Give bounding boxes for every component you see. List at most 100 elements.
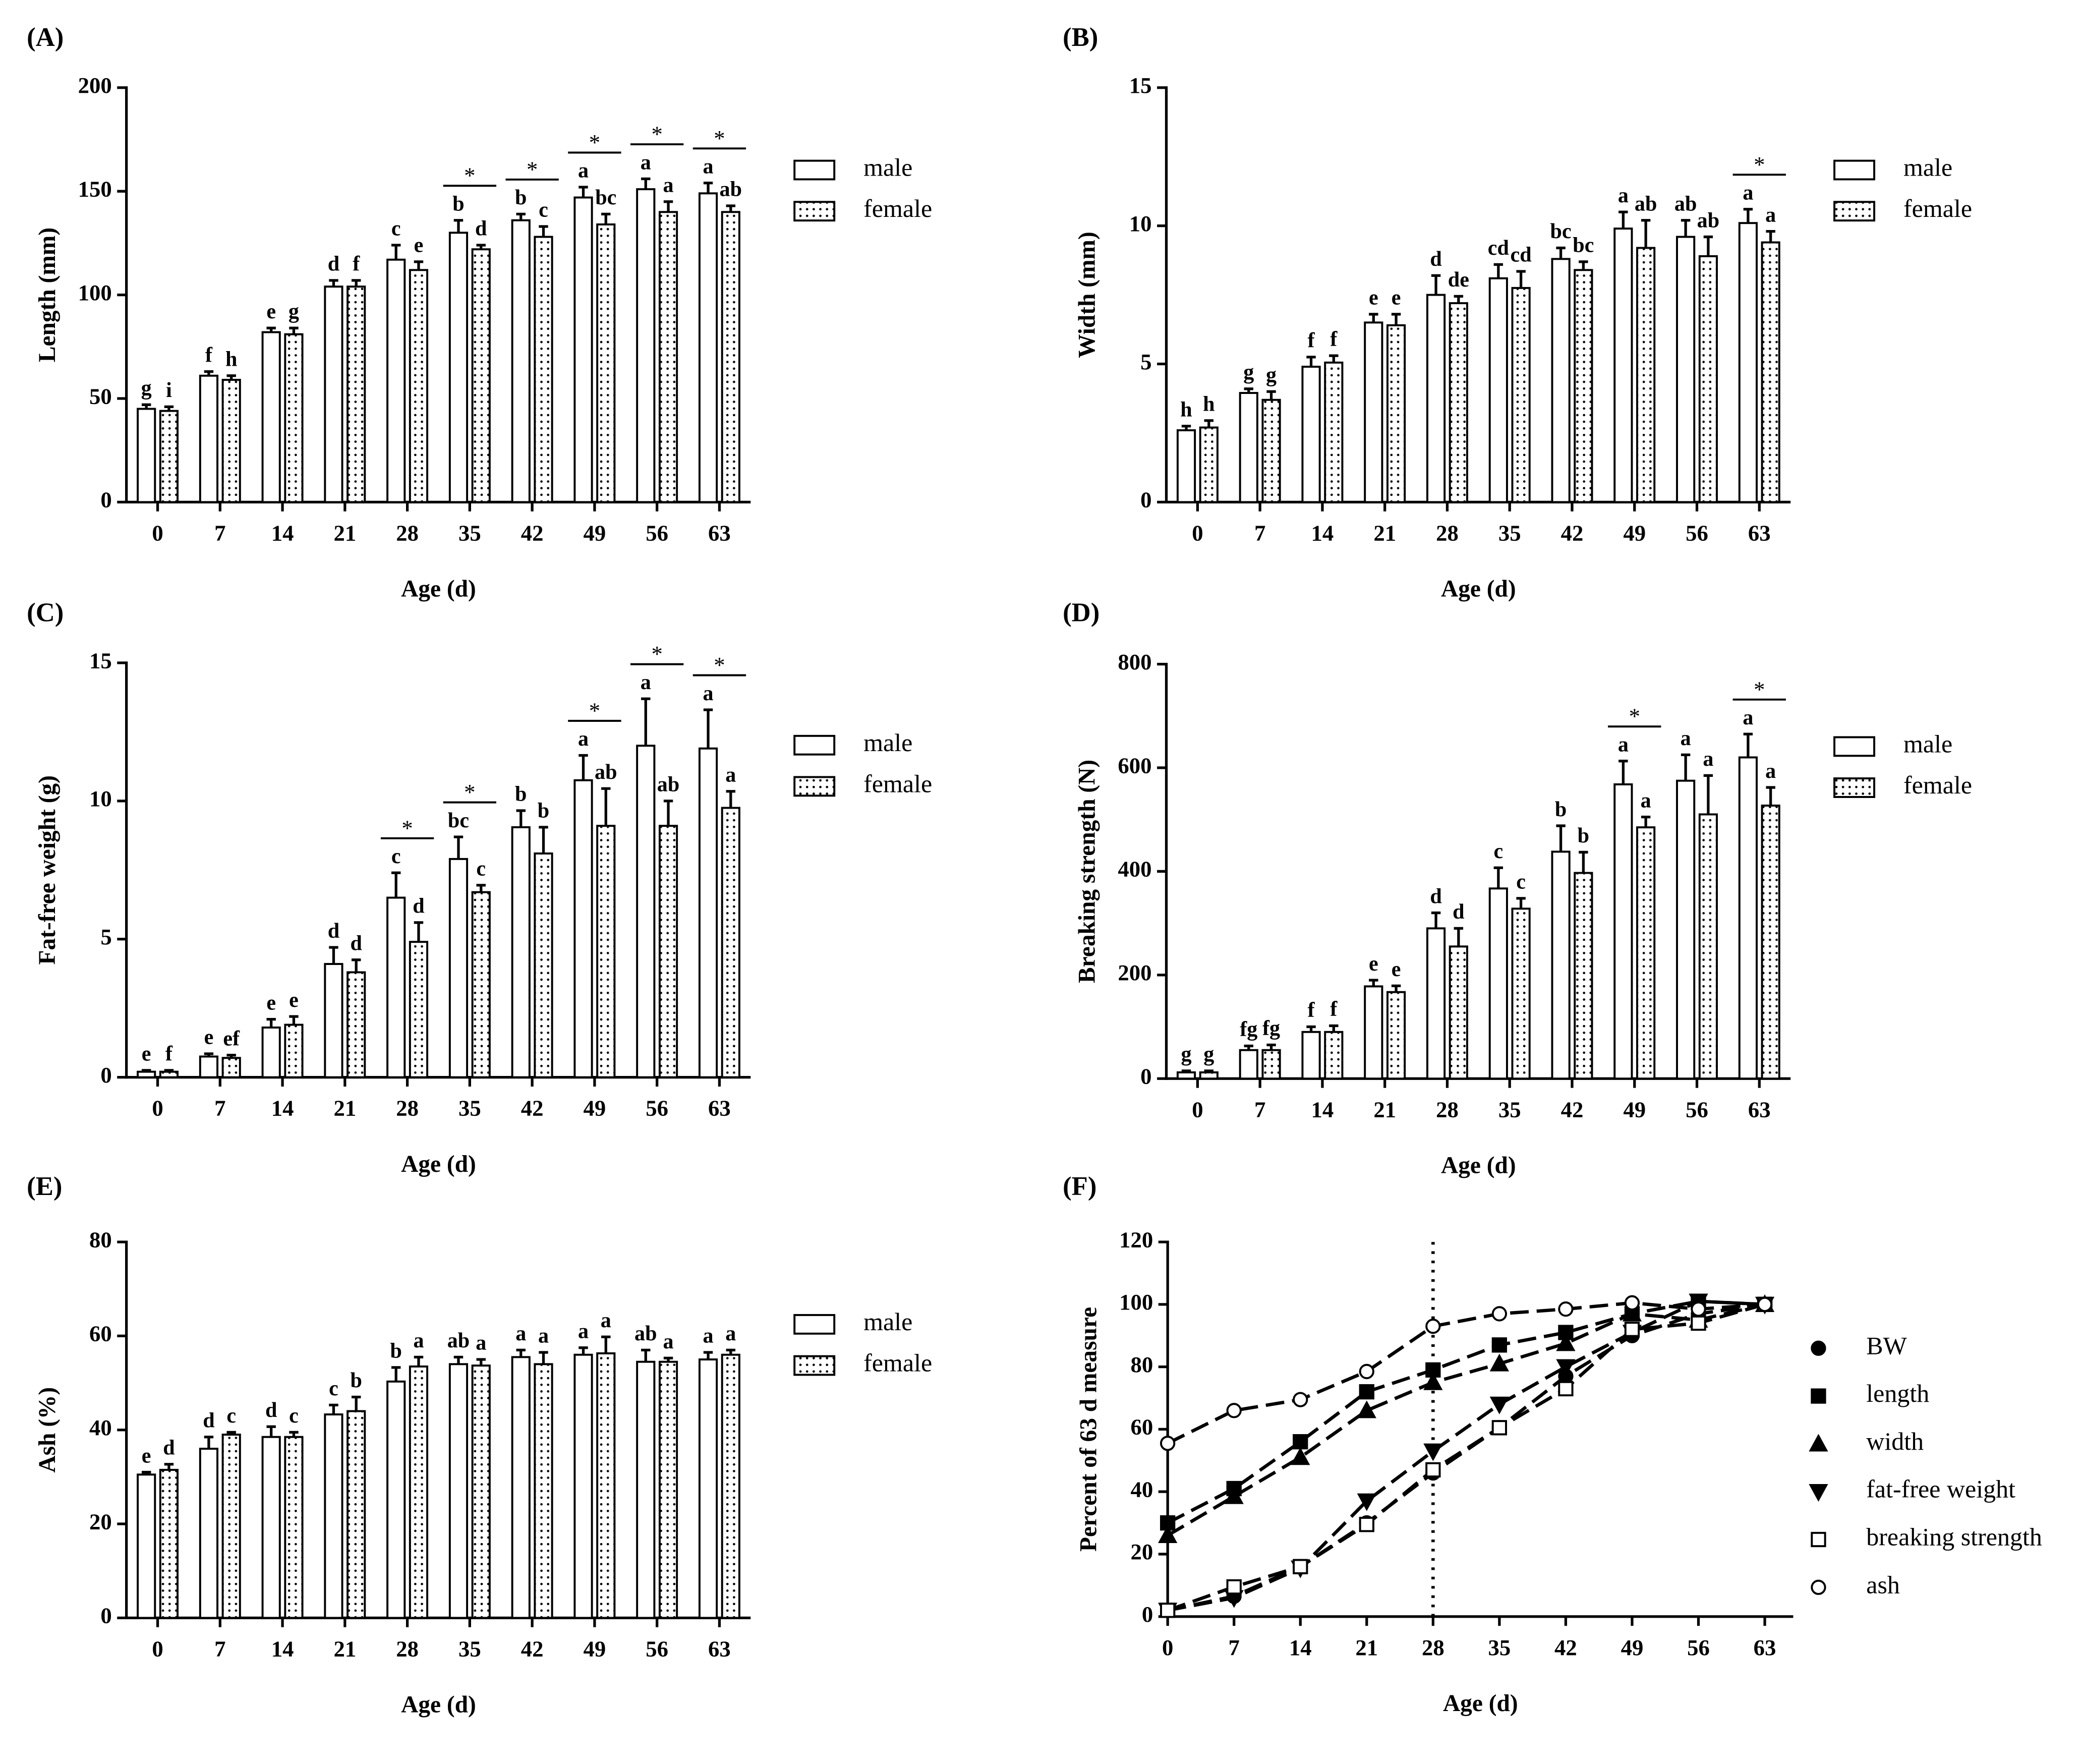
significance-letter: c — [289, 1404, 299, 1428]
x-tick-label: 7 — [1254, 1097, 1265, 1122]
bar — [1551, 258, 1571, 503]
x-tick-label: 14 — [271, 1096, 294, 1121]
y-tick-label: 40 — [89, 1415, 112, 1440]
significance-star: * — [714, 126, 725, 151]
bar — [1324, 1031, 1344, 1080]
significance-letter: c — [476, 857, 486, 881]
bar — [1636, 247, 1656, 503]
significance-star: * — [527, 156, 538, 182]
error-bar — [1743, 208, 1753, 223]
significance-letter: a — [641, 150, 651, 174]
bar — [1698, 255, 1718, 503]
error-bar — [141, 403, 151, 409]
error-bar — [226, 374, 236, 380]
marker — [1226, 1579, 1242, 1595]
x-tick-label: 14 — [1311, 1097, 1334, 1122]
significance-letter: bc — [595, 186, 616, 209]
x-axis-label: Age (d) — [401, 576, 476, 602]
bar — [261, 1436, 281, 1619]
bar — [658, 211, 678, 503]
bar — [1426, 294, 1446, 503]
x-tick-label: 49 — [584, 1096, 606, 1121]
panel-label: (F) — [1063, 1172, 1096, 1201]
error-bar — [226, 1431, 236, 1435]
x-tick-label: 42 — [1561, 520, 1584, 545]
error-bar — [1681, 753, 1691, 781]
significance-letter: d — [328, 919, 339, 943]
y-tick-label: 10 — [89, 786, 112, 811]
x-tick-label: 0 — [152, 1096, 163, 1121]
x-tick-label: 35 — [458, 1636, 481, 1661]
marker — [1160, 1603, 1176, 1618]
marker — [1491, 1420, 1508, 1436]
bar — [284, 333, 304, 503]
legend-label: BW — [1866, 1331, 1907, 1359]
x-tick-label: 28 — [396, 1636, 419, 1661]
significance-letter: e — [1392, 286, 1401, 310]
bar — [409, 1365, 429, 1619]
error-bar — [516, 1348, 526, 1357]
significance-letter: de — [1448, 268, 1469, 292]
marker — [1558, 1381, 1574, 1397]
legend-label: female — [863, 1348, 932, 1377]
x-tick-label: 35 — [458, 1096, 481, 1121]
bar — [1261, 1049, 1281, 1080]
significance-letter: c — [329, 1377, 338, 1400]
y-axis-label: Breaking strength (N) — [1074, 760, 1101, 983]
bar — [721, 807, 740, 1078]
bar — [1239, 392, 1258, 503]
marker — [1491, 1306, 1508, 1322]
error-bar — [641, 177, 651, 190]
y-tick-label: 0 — [100, 1603, 111, 1628]
bar — [221, 379, 241, 503]
y-tick-label: 10 — [1129, 211, 1152, 236]
y-tick-label: 15 — [1129, 73, 1152, 98]
significance-letter: a — [703, 154, 714, 178]
legend-marker — [1811, 1579, 1826, 1595]
significance-letter: b — [515, 186, 527, 209]
error-bar — [1329, 1024, 1339, 1032]
x-tick-label: 7 — [214, 1636, 225, 1661]
bar — [324, 1413, 343, 1619]
x-tick-label: 42 — [1554, 1635, 1577, 1660]
x-axis-label: Age (d) — [1443, 1690, 1518, 1717]
significance-letter: bc — [1573, 234, 1594, 257]
bar — [1698, 813, 1718, 1080]
panel-label: (E) — [27, 1172, 62, 1201]
legend-label: width — [1866, 1427, 1924, 1455]
bar — [573, 779, 593, 1078]
x-tick-label: 56 — [1686, 520, 1708, 545]
bar — [573, 196, 593, 503]
bar — [534, 1363, 553, 1619]
significance-letter: c — [1493, 839, 1503, 863]
significance-letter: a — [1743, 706, 1753, 729]
x-tick-label: 21 — [1373, 1097, 1396, 1122]
marker — [1158, 1525, 1178, 1543]
bar — [448, 858, 469, 1078]
marker — [1556, 1333, 1576, 1351]
x-axis-label: Age (d) — [1441, 1153, 1516, 1179]
error-bar — [663, 1356, 673, 1362]
legend-label: male — [863, 153, 912, 182]
error-bar — [1181, 1069, 1191, 1072]
x-axis-label: Age (d) — [401, 1692, 476, 1718]
error-bar — [1641, 219, 1651, 248]
error-bar — [1579, 850, 1588, 873]
error-bar — [1516, 897, 1526, 909]
error-bar — [289, 326, 299, 334]
significance-star: * — [651, 122, 662, 147]
bar — [1386, 991, 1406, 1080]
significance-letter: bc — [448, 809, 469, 832]
bar — [1488, 277, 1508, 503]
legend-label: female — [863, 769, 932, 798]
bar — [346, 1410, 366, 1619]
bar — [1574, 269, 1593, 503]
error-bar — [1703, 774, 1713, 815]
error-bar — [476, 884, 486, 892]
marker — [1423, 1372, 1443, 1390]
bar — [324, 963, 343, 1078]
bar — [386, 1380, 406, 1619]
bar — [511, 826, 531, 1078]
significance-letter: fg — [1240, 1017, 1257, 1041]
